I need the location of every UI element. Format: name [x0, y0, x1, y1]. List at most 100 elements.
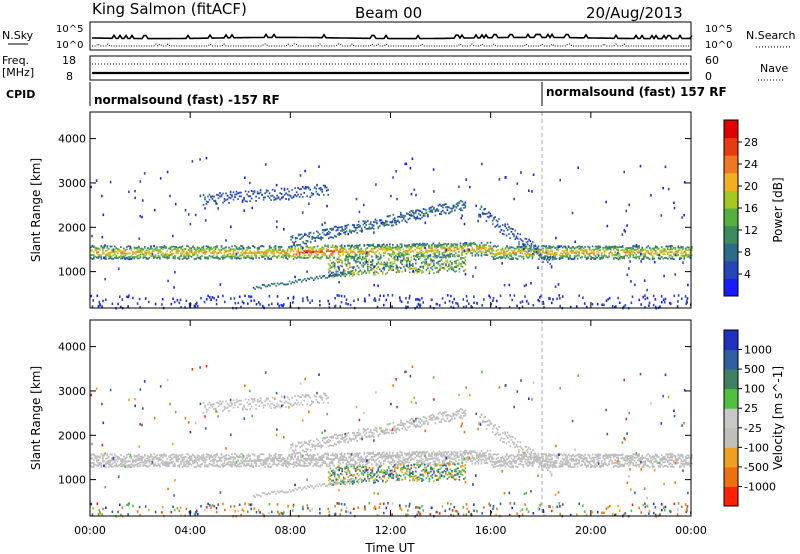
power-cell [303, 253, 305, 255]
power-cell [351, 274, 354, 277]
power-cell [516, 246, 519, 249]
power-cell [432, 249, 435, 252]
power-cell [216, 245, 218, 247]
power-cell [471, 252, 474, 255]
power-cell [252, 190, 254, 193]
velocity-cell [295, 465, 298, 468]
power-cell [365, 255, 367, 258]
power-cell [668, 251, 671, 254]
power-cell [268, 192, 271, 195]
power-cell [670, 245, 672, 247]
velocity-cell [277, 463, 280, 465]
power-cell [211, 256, 214, 259]
colorbar-tick-label: 8 [744, 246, 751, 259]
power-cell [451, 268, 453, 271]
power-cell [276, 251, 278, 253]
power-cell [386, 264, 389, 267]
power-cell [476, 244, 478, 247]
power-cell [548, 296, 550, 300]
power-cell [480, 252, 483, 255]
power-cell [339, 250, 341, 253]
power-cell [683, 255, 686, 258]
power-cell [464, 272, 467, 276]
power-cell [458, 262, 461, 264]
power-cell [325, 245, 328, 248]
power-cell [180, 252, 182, 255]
power-cell [653, 252, 655, 255]
power-cell [624, 230, 626, 233]
velocity-cell [175, 454, 178, 456]
power-cell [204, 257, 206, 260]
power-cell [90, 294, 93, 298]
power-cell [295, 253, 298, 256]
power-cell [497, 257, 499, 259]
power-cell [341, 272, 344, 276]
velocity-cell [214, 464, 217, 467]
power-cell [179, 298, 182, 302]
power-cell [277, 248, 280, 251]
power-cell [377, 249, 379, 252]
power-cell [542, 302, 545, 305]
power-cell [650, 249, 652, 251]
velocity-cell [129, 464, 131, 466]
power-cell [539, 253, 542, 256]
power-cell [332, 271, 334, 274]
power-cell [374, 247, 376, 250]
power-cell [331, 246, 334, 248]
power-cell [425, 260, 428, 263]
velocity-cell [157, 463, 160, 466]
power-cell [280, 303, 282, 307]
power-cell [315, 252, 317, 255]
power-cell [460, 258, 462, 260]
power-cell [222, 257, 224, 260]
power-cell [183, 250, 185, 253]
power-cell [359, 257, 361, 259]
power-cell [342, 231, 345, 234]
power-cell [193, 251, 196, 254]
power-cell [508, 305, 511, 309]
colorbar-swatch [724, 208, 738, 227]
power-cell [462, 244, 465, 247]
power-cell [508, 283, 511, 287]
power-cell [685, 253, 687, 255]
velocity-cell [183, 461, 185, 464]
power-cell [301, 252, 304, 254]
velocity-cell [268, 466, 271, 468]
power-cell [486, 249, 489, 252]
power-cell [342, 273, 345, 275]
power-cell [416, 268, 419, 271]
power-cell [216, 246, 218, 249]
power-cell [234, 302, 237, 305]
power-cell [380, 257, 383, 259]
power-cell [433, 262, 435, 265]
power-cell [177, 250, 179, 252]
power-cell [145, 253, 148, 255]
power-cell [411, 246, 414, 248]
power-cell [298, 188, 301, 190]
power-cell [611, 254, 613, 257]
velocity-cell [195, 458, 197, 460]
power-cell [153, 248, 155, 251]
power-cell [647, 252, 649, 254]
power-cell [396, 197, 398, 201]
power-cell [178, 250, 181, 252]
power-cell [306, 246, 308, 249]
velocity-cell [147, 465, 149, 468]
power-cell [327, 262, 330, 265]
velocity-cell [159, 459, 161, 461]
power-cell [575, 305, 578, 308]
power-cell [425, 209, 428, 212]
power-cell [439, 203, 441, 206]
power-cell [563, 245, 565, 248]
power-cell [435, 254, 438, 257]
power-cell [391, 268, 393, 271]
velocity-cell [105, 458, 107, 460]
power-cell [196, 248, 199, 250]
power-cell [195, 248, 197, 251]
power-cell [332, 237, 334, 239]
power-cell [422, 242, 424, 245]
velocity-cell [204, 465, 206, 468]
power-cell [428, 210, 431, 213]
power-cell [457, 204, 459, 207]
power-cell [566, 255, 568, 258]
